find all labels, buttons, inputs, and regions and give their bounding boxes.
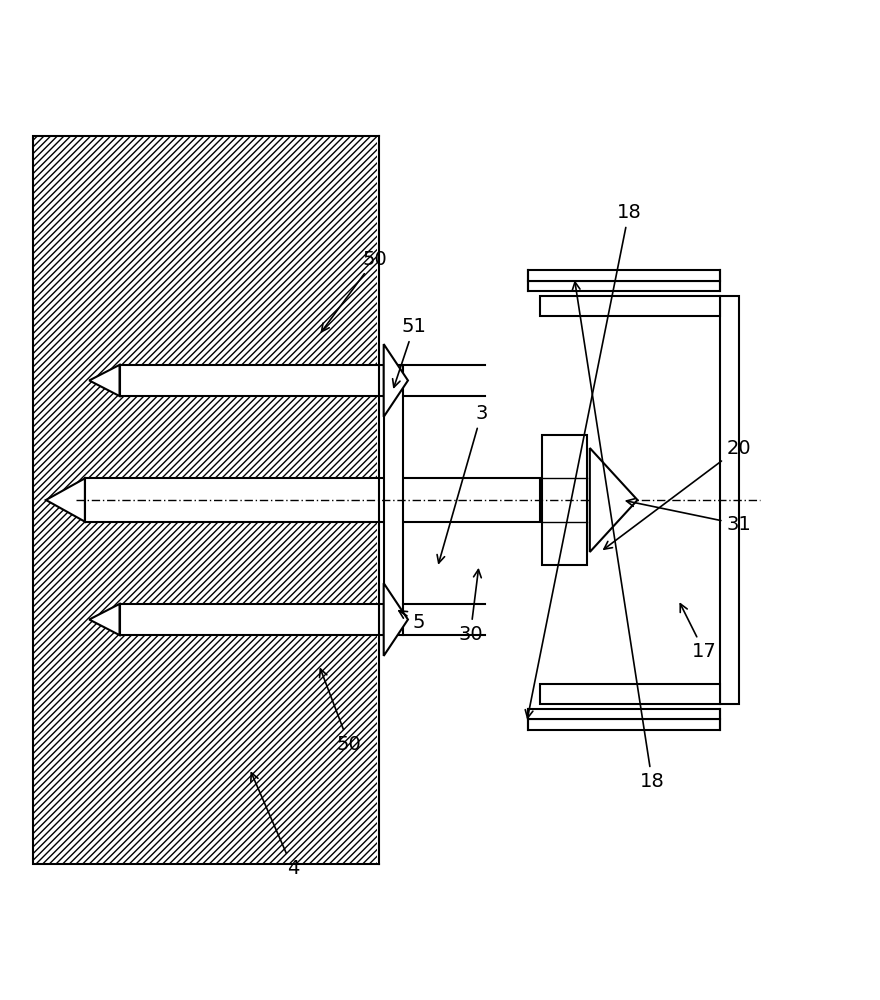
Bar [528, 709, 720, 719]
Polygon shape [46, 478, 84, 522]
Bar [120, 604, 384, 635]
Bar [377, 137, 382, 863]
Polygon shape [590, 448, 637, 552]
Bar [528, 719, 720, 730]
Bar [33, 136, 379, 864]
Text: 4: 4 [251, 773, 299, 878]
Polygon shape [384, 344, 408, 417]
Bar [120, 365, 384, 396]
Bar [539, 296, 720, 316]
Text: 30: 30 [458, 570, 482, 644]
Bar [84, 478, 539, 522]
Polygon shape [89, 604, 120, 635]
Bar [539, 684, 720, 704]
Polygon shape [384, 583, 408, 656]
Text: 18: 18 [525, 203, 642, 718]
Text: 3: 3 [437, 404, 488, 563]
Text: 50: 50 [321, 250, 387, 332]
Text: 31: 31 [627, 499, 752, 534]
Bar [542, 435, 587, 565]
Polygon shape [89, 365, 120, 396]
Bar [33, 136, 379, 864]
Text: 5: 5 [399, 611, 424, 632]
Bar [720, 296, 739, 704]
Bar [384, 365, 403, 635]
Bar [528, 281, 720, 291]
Bar [528, 270, 720, 281]
Text: 20: 20 [604, 439, 752, 549]
Text: 18: 18 [572, 282, 664, 791]
Text: 17: 17 [680, 604, 716, 661]
Text: 51: 51 [392, 317, 427, 387]
Text: 50: 50 [319, 669, 362, 754]
